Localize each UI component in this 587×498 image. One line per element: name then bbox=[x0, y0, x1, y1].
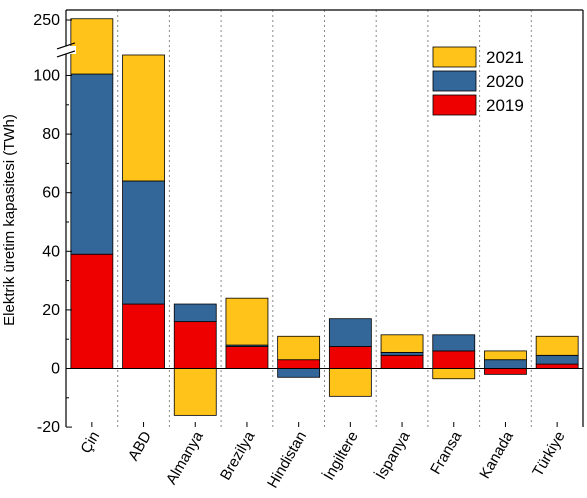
legend-swatch-2019 bbox=[432, 94, 477, 116]
x-ticks: Çin ABD Almanya Brezilya Hindistan İngiltere İ… bbox=[77, 422, 569, 492]
bar-2021 bbox=[122, 54, 165, 182]
y-tick-label: 60 bbox=[42, 185, 60, 202]
x-tick-label: İngiltere bbox=[320, 428, 362, 483]
x-tick-label: Çin bbox=[77, 429, 103, 457]
y-tick-label: 250 bbox=[33, 12, 60, 29]
bar-2020 bbox=[380, 351, 424, 356]
axis-break-gap bbox=[56, 45, 76, 54]
bar-2020 bbox=[432, 334, 476, 352]
bar-2020 bbox=[484, 359, 527, 369]
y-tick-label: 0 bbox=[51, 361, 60, 378]
bar-2020 bbox=[535, 354, 579, 365]
y-tick-label: 100 bbox=[33, 68, 60, 85]
axis-break-mark bbox=[56, 50, 76, 58]
x-tick-label: Almanya bbox=[163, 428, 207, 488]
bar-2019 bbox=[432, 350, 476, 369]
bars bbox=[70, 18, 579, 416]
bar-2021 bbox=[328, 368, 372, 397]
bar-2020 bbox=[122, 180, 165, 305]
legend-label: 2021 bbox=[486, 48, 524, 67]
bar-2019 bbox=[277, 359, 321, 369]
bar-2020 bbox=[277, 368, 321, 378]
x-tick-label: Brezilya bbox=[217, 428, 259, 483]
y-axis-title: Elektrik üretim kapasitesi (TWh) bbox=[1, 114, 18, 326]
bar-2019 bbox=[380, 354, 424, 369]
axes bbox=[56, 9, 584, 427]
y-tick-label: -20 bbox=[37, 419, 60, 436]
bar-2019 bbox=[328, 346, 372, 369]
bar-2021 bbox=[277, 335, 321, 361]
bar-2019 bbox=[173, 321, 217, 369]
bar-2019 bbox=[535, 363, 579, 369]
bar-2019 bbox=[484, 368, 527, 375]
bar-2021 bbox=[380, 334, 424, 353]
bar-2019 bbox=[122, 303, 165, 369]
bar-2021 bbox=[535, 335, 579, 356]
legend-swatch-2021 bbox=[432, 46, 477, 68]
bar-2021 bbox=[432, 368, 476, 380]
bar-2020 bbox=[173, 303, 217, 323]
bar-2019 bbox=[70, 253, 114, 369]
bar-2020 bbox=[328, 318, 372, 347]
x-tick-label: Kanada bbox=[476, 428, 517, 482]
axis-break-mark bbox=[56, 42, 76, 50]
legend: 2021 2020 2019 bbox=[432, 46, 524, 116]
bar-2021 bbox=[70, 18, 114, 75]
x-tick-label: İspanya bbox=[372, 427, 414, 482]
legend-label: 2020 bbox=[486, 72, 524, 91]
y-tick-label: 20 bbox=[42, 302, 60, 319]
bar-2021 bbox=[225, 297, 269, 346]
legend-label: 2019 bbox=[486, 96, 524, 115]
legend-swatch-2020 bbox=[432, 70, 477, 92]
bar-2021 bbox=[173, 368, 217, 416]
bar-2019 bbox=[225, 346, 269, 369]
bar-2021 bbox=[484, 350, 527, 361]
x-tick-label: Türkiye bbox=[529, 429, 568, 480]
y-tick-label: 40 bbox=[42, 243, 60, 260]
x-tick-label: Hindistan bbox=[264, 429, 310, 492]
y-ticks: -20 0 20 40 60 80 100 250 bbox=[33, 12, 72, 436]
x-tick-label: Fransa bbox=[427, 428, 465, 477]
bar-2020 bbox=[70, 73, 114, 255]
y-tick-label: 80 bbox=[42, 126, 60, 143]
x-tick-label: ABD bbox=[125, 428, 155, 463]
